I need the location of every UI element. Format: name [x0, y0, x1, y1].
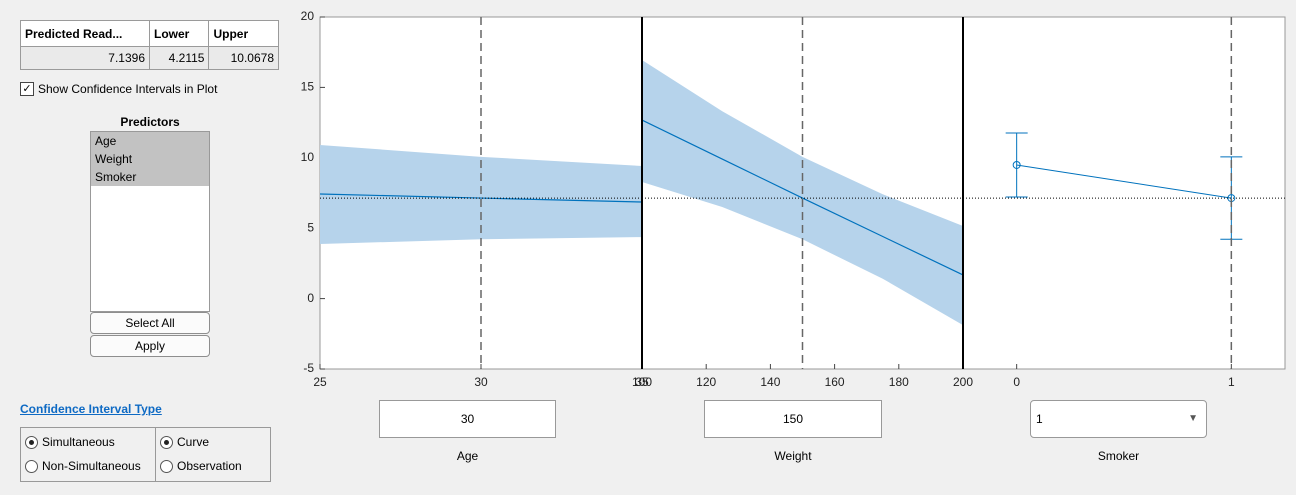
- bounds-group: Curve Observation: [156, 428, 270, 481]
- x-axis-label: Smoker: [1097, 449, 1140, 463]
- cell: 4.2115: [148, 46, 210, 70]
- radio-label: Non-Simultaneous: [42, 459, 141, 473]
- weight-input[interactable]: 150: [704, 400, 882, 438]
- cell: 7.1396: [20, 46, 150, 70]
- prediction-table: Predicted Read... Lower Upper 7.1396 4.2115…: [20, 20, 279, 70]
- predictor-item[interactable]: Age: [91, 132, 209, 150]
- checkbox-box[interactable]: ✓: [20, 82, 34, 96]
- x-axis-label: Age: [456, 449, 479, 463]
- y-tick-label: -5: [303, 361, 314, 375]
- radio-dot[interactable]: [160, 459, 173, 473]
- x-tick-label: 160: [825, 375, 845, 389]
- x-tick-label: 1: [1228, 375, 1235, 389]
- radio-dot[interactable]: [25, 435, 38, 449]
- y-tick-label: 0: [307, 291, 314, 305]
- prediction-line: [1016, 164, 1232, 199]
- select-all-button[interactable]: Select All: [90, 312, 210, 334]
- x-axis-label: Weight: [774, 449, 812, 463]
- prediction-line: [319, 193, 643, 203]
- radio-option[interactable]: Simultaneous: [21, 430, 155, 454]
- checkbox-label: Show Confidence Intervals in Plot: [38, 82, 218, 96]
- radio-option[interactable]: Non-Simultaneous: [21, 454, 155, 478]
- radio-label: Simultaneous: [42, 435, 115, 449]
- x-tick-label: 0: [1013, 375, 1020, 389]
- x-tick-label: 30: [474, 375, 488, 389]
- simultaneity-group: Simultaneous Non-Simultaneous: [21, 428, 156, 481]
- dropdown-value: 1: [1036, 412, 1043, 426]
- radio-label: Observation: [177, 459, 242, 473]
- y-tick-label: 15: [301, 80, 315, 94]
- radio-dot[interactable]: [160, 435, 173, 449]
- column-header: Lower: [148, 20, 210, 47]
- y-tick-label: 10: [301, 150, 315, 164]
- radio-label: Curve: [177, 435, 210, 449]
- confidence-band: [320, 144, 642, 244]
- x-tick-label: 100: [632, 375, 652, 389]
- smoker-dropdown[interactable]: 1 ▼: [1030, 400, 1207, 438]
- cell: 10.0678: [208, 46, 279, 70]
- prediction-line: [641, 119, 964, 276]
- apply-button[interactable]: Apply: [90, 335, 210, 357]
- radio-dot[interactable]: [25, 459, 38, 473]
- predictor-item[interactable]: Smoker: [91, 168, 209, 186]
- ci-type-link[interactable]: Confidence Interval Type: [20, 402, 162, 416]
- point-marker: [1012, 160, 1021, 169]
- predictor-list[interactable]: Age Weight Smoker: [90, 131, 210, 312]
- x-tick-label: 180: [889, 375, 909, 389]
- column-header: Predicted Read...: [20, 20, 150, 47]
- predictors-title: Predictors: [120, 115, 180, 129]
- dropdown-arrow: ▼: [1188, 413, 1198, 424]
- y-tick-label: 5: [307, 220, 314, 234]
- radio-option[interactable]: Observation: [156, 454, 270, 478]
- x-tick-label: 140: [760, 375, 780, 389]
- x-tick-label: 35: [635, 375, 649, 389]
- ci-type-group: Simultaneous Non-Simultaneous Curve Observ…: [20, 427, 271, 482]
- column-header: Upper: [208, 20, 279, 47]
- age-input[interactable]: 30: [379, 400, 556, 438]
- y-tick-label: 20: [301, 9, 315, 23]
- x-tick-label: 120: [696, 375, 716, 389]
- x-tick-label: 25: [313, 375, 327, 389]
- ci-checkbox[interactable]: ✓ Show Confidence Intervals in Plot: [20, 82, 217, 96]
- predictor-item[interactable]: Weight: [91, 150, 209, 168]
- radio-option[interactable]: Curve: [156, 430, 270, 454]
- x-tick-label: 200: [953, 375, 973, 389]
